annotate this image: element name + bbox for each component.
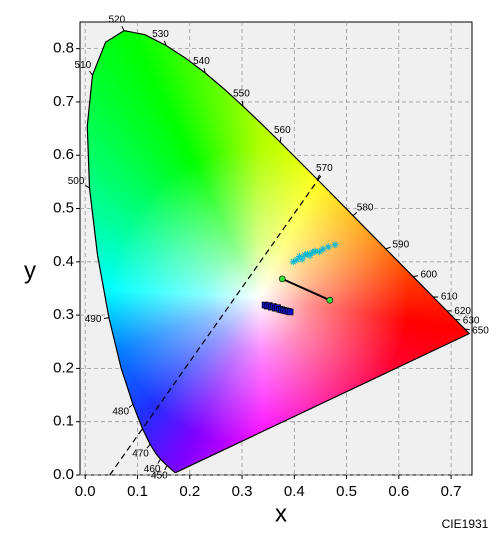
wavelength-label: 530 bbox=[152, 29, 169, 40]
wavelength-label: 500 bbox=[68, 176, 85, 187]
wavelength-tick bbox=[412, 275, 418, 277]
wavelength-label: 450 bbox=[151, 471, 168, 482]
wavelength-tick bbox=[121, 25, 125, 31]
asterisk-point bbox=[324, 243, 332, 251]
x-tick-label: 0.0 bbox=[75, 483, 96, 500]
y-tick-label: 0.8 bbox=[53, 40, 74, 57]
wavelength-label: 590 bbox=[392, 239, 409, 250]
wavelength-label: 470 bbox=[132, 448, 149, 459]
wavelength-label: 550 bbox=[233, 89, 250, 100]
asterisk-point bbox=[319, 245, 327, 253]
segment-dot bbox=[278, 275, 286, 283]
wavelength-tick bbox=[279, 137, 282, 143]
y-tick-label: 0.4 bbox=[53, 253, 74, 270]
asterisk-point bbox=[303, 250, 311, 258]
wavelength-tick bbox=[352, 212, 358, 217]
x-tick-label: 0.2 bbox=[179, 483, 200, 500]
wavelength-label: 570 bbox=[316, 163, 333, 174]
dominant-line bbox=[109, 174, 322, 476]
wavelength-tick bbox=[316, 174, 320, 180]
y-tick-label: 0.5 bbox=[53, 199, 74, 216]
wavelength-label: 650 bbox=[472, 325, 489, 336]
asterisk-point bbox=[315, 248, 323, 256]
wavelength-label: 460 bbox=[144, 464, 161, 475]
wavelength-tick bbox=[103, 317, 110, 319]
wavelength-label: 510 bbox=[75, 60, 92, 71]
asterisk-point bbox=[309, 248, 317, 256]
wavelength-tick bbox=[455, 318, 461, 321]
segment-dot bbox=[326, 296, 334, 304]
wavelength-label: 630 bbox=[463, 315, 480, 326]
footnote: CIE1931 bbox=[442, 517, 489, 531]
wavelength-label: 480 bbox=[112, 407, 129, 418]
x-tick-label: 0.4 bbox=[284, 483, 305, 500]
wavelength-tick bbox=[146, 443, 151, 449]
y-tick-label: 0.7 bbox=[53, 93, 74, 110]
x-tick-label: 0.7 bbox=[441, 483, 462, 500]
y-tick-label: 0.6 bbox=[53, 146, 74, 163]
asterisk-point bbox=[289, 258, 297, 266]
asterisk-point bbox=[306, 251, 314, 259]
x-tick-label: 0.1 bbox=[127, 483, 148, 500]
wavelength-tick bbox=[128, 403, 134, 408]
wavelength-tick bbox=[203, 68, 206, 74]
y-tick-label: 0.1 bbox=[53, 413, 74, 430]
wavelength-tick bbox=[163, 40, 167, 46]
x-tick-label: 0.5 bbox=[336, 483, 357, 500]
wavelength-tick bbox=[385, 246, 391, 250]
wavelength-label: 610 bbox=[441, 292, 458, 303]
wavelength-tick bbox=[464, 328, 470, 331]
wavelength-label: 580 bbox=[357, 202, 374, 213]
wavelength-tick bbox=[85, 184, 90, 189]
y-axis-label: y bbox=[24, 257, 36, 284]
spectral-locus bbox=[86, 29, 471, 474]
wavelength-label: 540 bbox=[193, 56, 210, 67]
asterisk-point bbox=[296, 252, 304, 260]
x-tick-label: 0.6 bbox=[388, 483, 409, 500]
x-axis-label: x bbox=[275, 500, 287, 527]
wavelength-label: 620 bbox=[454, 306, 471, 317]
wavelength-label: 560 bbox=[274, 125, 291, 136]
asterisk-point bbox=[293, 256, 301, 264]
x-tick-label: 0.3 bbox=[232, 483, 253, 500]
wavelength-label: 600 bbox=[420, 270, 437, 281]
wavelength-label: 520 bbox=[108, 15, 125, 26]
asterisk-point bbox=[298, 255, 306, 263]
segment-line bbox=[281, 277, 331, 302]
asterisk-point bbox=[331, 241, 339, 249]
y-tick-label: 0.2 bbox=[53, 359, 74, 376]
wavelength-tick bbox=[157, 458, 161, 464]
wavelength-tick bbox=[89, 70, 93, 76]
y-tick-label: 0.0 bbox=[53, 466, 74, 483]
white-glow bbox=[109, 147, 410, 448]
square-point bbox=[286, 308, 294, 316]
asterisk-point bbox=[301, 251, 309, 259]
y-tick-label: 0.3 bbox=[53, 306, 74, 323]
wavelength-label: 490 bbox=[85, 314, 102, 325]
wavelength-tick bbox=[164, 465, 168, 471]
asterisk-point bbox=[311, 247, 319, 255]
